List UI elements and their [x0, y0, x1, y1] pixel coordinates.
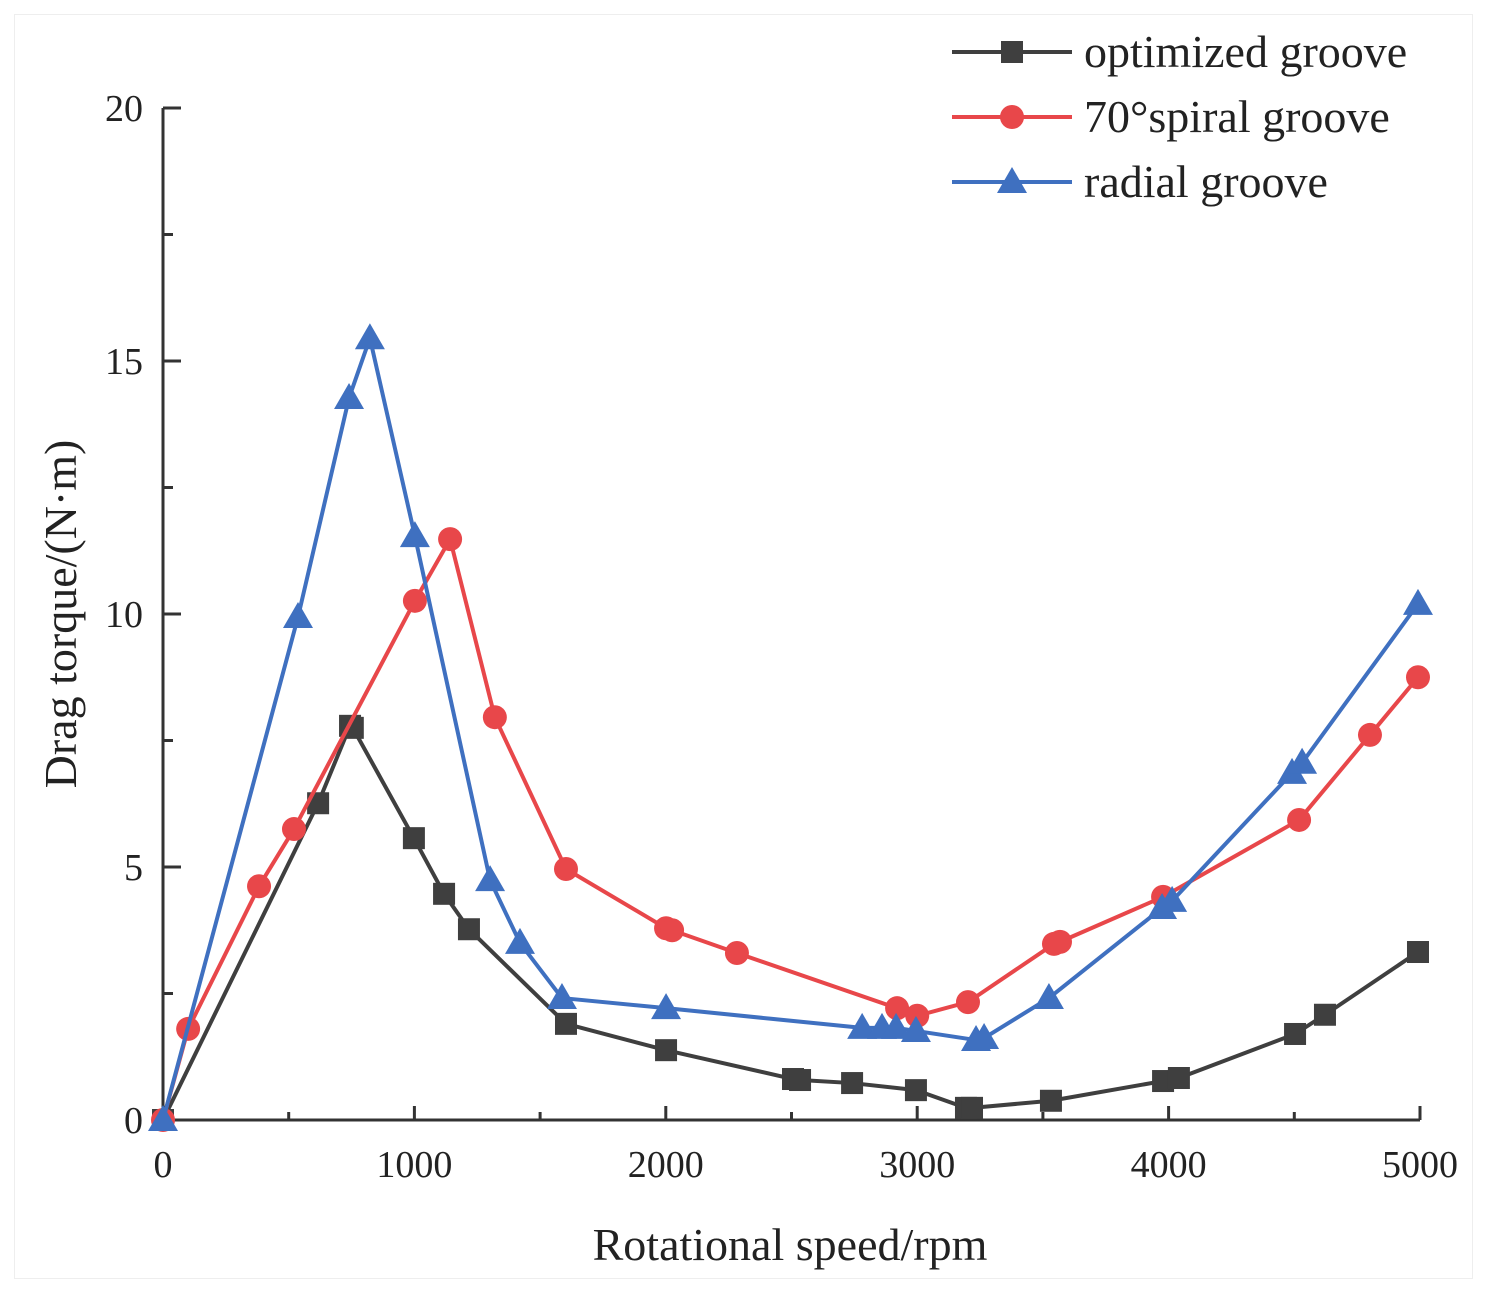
- data-point: [885, 996, 910, 1021]
- data-point: [148, 1105, 178, 1131]
- legend-label: radial groove: [1084, 156, 1328, 207]
- data-point: [1357, 722, 1382, 747]
- legend-label: 70°spiral groove: [1084, 91, 1390, 142]
- data-point: [1039, 1089, 1062, 1112]
- data-point: [475, 865, 506, 892]
- data-point: [402, 827, 425, 850]
- data-point: [247, 874, 272, 899]
- series-line: [161, 537, 1420, 1121]
- x-tick-label: 2000: [628, 1144, 704, 1186]
- data-point: [482, 705, 507, 730]
- data-point: [1047, 929, 1072, 954]
- data-point: [438, 527, 463, 552]
- plot-area: [148, 323, 1433, 1132]
- legend-label: optimized groove: [1084, 26, 1407, 77]
- data-point: [904, 1079, 927, 1102]
- data-point: [1157, 885, 1188, 912]
- data-point: [1406, 941, 1429, 964]
- legend: optimized groove 70°spiral groove radial g…: [952, 26, 1407, 207]
- data-point: [341, 716, 364, 739]
- data-point: [433, 882, 456, 905]
- data-point: [1033, 983, 1064, 1010]
- legend-marker: [1000, 105, 1024, 129]
- y-tick-label: 0: [124, 1100, 143, 1142]
- data-point: [334, 382, 365, 409]
- legend-marker: [997, 167, 1027, 193]
- data-point: [841, 1072, 864, 1095]
- x-tick-label: 1000: [376, 1144, 452, 1186]
- data-point: [1402, 588, 1433, 615]
- data-point: [553, 857, 578, 882]
- axes: 0 1000 2000 3000 4000 5000 0 5 10 15 20: [105, 88, 1458, 1186]
- data-point: [399, 521, 430, 548]
- data-point: [900, 1015, 931, 1042]
- data-point: [1287, 807, 1312, 832]
- data-point: [1284, 1022, 1307, 1045]
- data-point: [660, 918, 685, 943]
- data-point: [655, 1039, 678, 1062]
- y-tick-label: 5: [124, 847, 143, 889]
- data-point: [1167, 1067, 1190, 1090]
- legend-marker: [1001, 41, 1023, 63]
- data-point: [955, 990, 980, 1015]
- data-point: [554, 1012, 577, 1035]
- series-square: [152, 714, 1429, 1131]
- data-point: [905, 1003, 930, 1028]
- data-point: [281, 817, 306, 842]
- series-line: [161, 723, 1420, 1121]
- legend-item: 70°spiral groove: [952, 91, 1390, 142]
- data-point: [651, 993, 682, 1020]
- x-axis-label: Rotational speed/rpm: [593, 1219, 988, 1270]
- y-tick-label: 15: [105, 341, 143, 383]
- y-tick-label: 10: [105, 594, 143, 636]
- x-tick-label: 3000: [879, 1144, 955, 1186]
- data-point: [402, 588, 427, 613]
- data-point: [961, 1096, 984, 1119]
- y-tick-label: 20: [105, 88, 143, 130]
- y-axis-label: Drag torque/(N·m): [35, 440, 86, 789]
- series-triangle: [148, 323, 1433, 1131]
- data-point: [354, 323, 385, 350]
- data-point: [969, 1023, 1000, 1050]
- legend-item: radial groove: [952, 156, 1328, 207]
- data-point: [283, 602, 314, 629]
- data-point: [457, 918, 480, 941]
- data-point: [724, 941, 749, 966]
- data-point: [1313, 1003, 1336, 1026]
- legend-item: optimized groove: [952, 26, 1407, 77]
- x-tick-label: 0: [154, 1144, 173, 1186]
- data-point: [789, 1069, 812, 1092]
- data-point: [881, 1012, 912, 1039]
- data-point: [1287, 747, 1318, 774]
- data-point: [1405, 665, 1430, 690]
- x-tick-label: 4000: [1131, 1144, 1207, 1186]
- x-tick-label: 5000: [1382, 1144, 1458, 1186]
- data-point: [546, 983, 577, 1010]
- data-point: [504, 927, 535, 954]
- data-point: [847, 1012, 878, 1039]
